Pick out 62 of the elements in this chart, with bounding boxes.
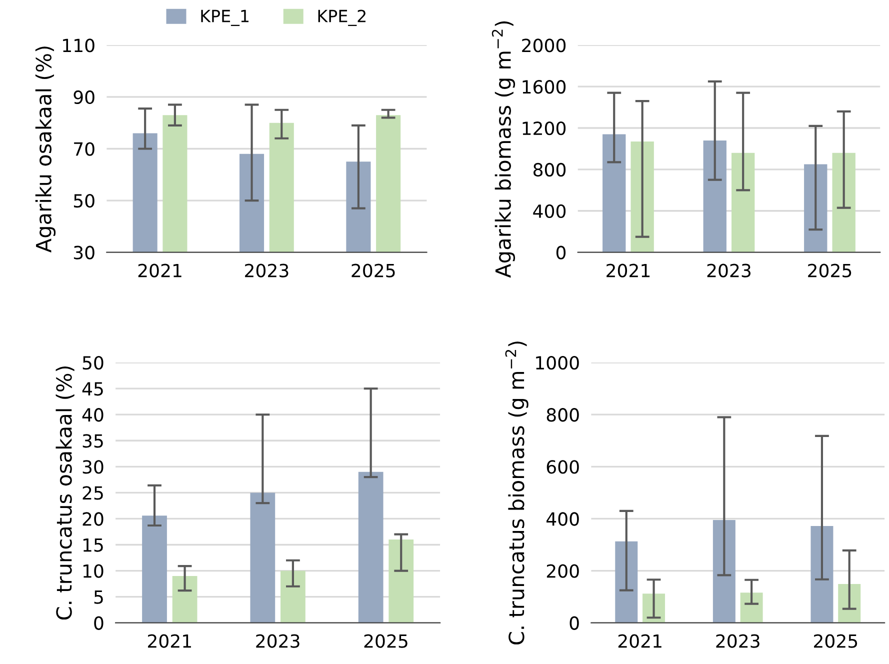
y-tick-label: 1200 — [522, 121, 566, 136]
y-tick-label: 40 — [82, 408, 104, 422]
bar — [615, 541, 638, 623]
bar — [602, 134, 626, 252]
y-tick-label: 1000 — [536, 356, 579, 370]
y-tick-label: 90 — [74, 90, 94, 104]
y-tick-label: 15 — [83, 538, 103, 552]
y-axis-title: C. truncatus biomass (g m$^{−2}$) — [505, 342, 528, 644]
x-tick-label: 2023 — [256, 634, 300, 648]
x-tick-label: 2023 — [716, 634, 760, 648]
bar — [142, 516, 167, 623]
bar — [810, 526, 834, 623]
x-tick-label: 2021 — [618, 634, 662, 648]
bar — [358, 472, 384, 623]
y-tick-label: 1600 — [522, 80, 566, 94]
x-tick-label: 2025 — [352, 264, 395, 278]
y-tick-label: 600 — [546, 460, 579, 474]
y-tick-label: 800 — [534, 162, 566, 177]
y-tick-label: 0 — [570, 616, 579, 630]
bar — [630, 141, 654, 252]
y-tick-label: 200 — [546, 564, 579, 578]
bar — [280, 570, 306, 623]
y-tick-label: 45 — [82, 382, 103, 396]
bar — [250, 492, 276, 623]
bar — [804, 164, 828, 252]
y-tick-label: 400 — [546, 512, 579, 526]
x-tick-label: 2025 — [814, 634, 858, 648]
x-tick-label: 2021 — [138, 264, 182, 278]
y-tick-label: 30 — [74, 246, 94, 260]
x-tick-label: 2023 — [245, 264, 288, 278]
y-axis-title: Agariku osakaal (%) — [35, 46, 56, 253]
bar — [712, 520, 736, 623]
bar — [703, 140, 726, 252]
y-tick-label: 0 — [94, 616, 104, 630]
y-axis-title: Agariku biomass (g m$^{−2}$) — [492, 21, 516, 278]
y-tick-label: 35 — [82, 434, 103, 448]
x-tick-label: 2021 — [606, 264, 650, 278]
x-tick-label: 2023 — [707, 264, 751, 278]
y-tick-label: 5 — [94, 590, 103, 604]
bar — [832, 152, 856, 252]
y-tick-label: 20 — [82, 512, 104, 526]
y-tick-label: 50 — [74, 194, 94, 208]
y-tick-label: 70 — [74, 142, 94, 156]
bar — [740, 592, 763, 623]
bar — [172, 576, 198, 623]
legend-label: KPE_2 — [318, 10, 366, 26]
y-tick-label: 110 — [63, 38, 94, 52]
bar — [388, 540, 414, 623]
y-tick-label: 10 — [83, 564, 104, 578]
x-tick-label: 2021 — [148, 634, 191, 648]
y-tick-label: 2000 — [522, 38, 566, 52]
x-tick-label: 2025 — [808, 264, 852, 278]
y-axis-title: C. truncatus osakaal (%) — [56, 366, 74, 620]
y-tick-label: 0 — [556, 246, 566, 260]
y-tick-label: 25 — [82, 486, 103, 500]
y-tick-label: 800 — [546, 408, 579, 422]
x-tick-label: 2025 — [364, 634, 408, 648]
y-tick-label: 50 — [82, 356, 104, 370]
y-tick-label: 400 — [533, 204, 566, 218]
legend-label: KPE_1 — [201, 10, 248, 26]
bar — [732, 152, 755, 252]
y-tick-label: 30 — [82, 460, 104, 474]
